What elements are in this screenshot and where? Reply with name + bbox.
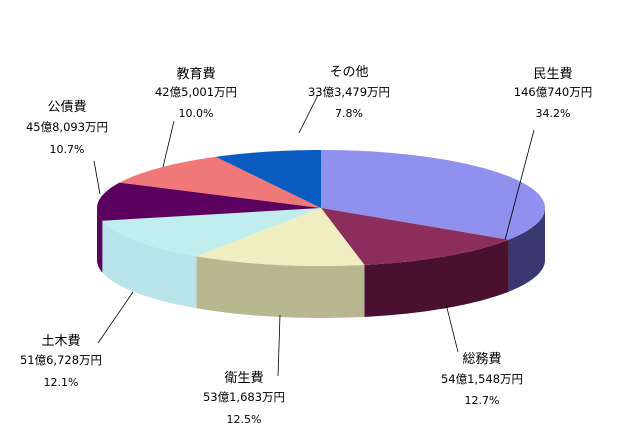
leader-line-minsei <box>504 129 535 241</box>
label-amount-sonota: 33億3,479万円 <box>308 85 390 99</box>
leader-line-eisei <box>277 314 281 377</box>
slice-minsei <box>321 150 545 240</box>
slice-labels: 民生費 146億740万円 34.2% 総務費 54億1,548万円 12.7%… <box>20 65 592 426</box>
label-percent-kyouiku: 10.0% <box>179 107 214 120</box>
slice-kousai <box>97 182 321 221</box>
label-percent-eisei: 12.5% <box>227 413 262 426</box>
label-name-doboku: 土木費 <box>41 334 80 349</box>
slice-sonota <box>215 150 321 208</box>
slice-side-soumu <box>364 239 509 317</box>
leader-line-kyouiku <box>162 120 175 168</box>
label-amount-doboku: 51億6,728万円 <box>20 353 102 367</box>
label-percent-minsei: 34.2% <box>536 107 571 120</box>
label-name-kyouiku: 教育費 <box>176 66 215 82</box>
label-percent-doboku: 12.1% <box>44 376 79 389</box>
slice-side-doboku <box>102 220 197 309</box>
leader-line-doboku <box>97 291 134 344</box>
label-amount-kousai: 45億8,093万円 <box>26 120 108 134</box>
slice-soumu <box>321 208 509 265</box>
label-amount-eisei: 53億1,683万円 <box>203 390 285 404</box>
leader-line-soumu <box>445 303 459 353</box>
slice-kyouiku <box>119 156 321 208</box>
slice-side-eisei <box>196 256 365 318</box>
label-amount-soumu: 54億1,548万円 <box>441 372 523 386</box>
slice-doboku <box>102 208 322 257</box>
slice-side-kousai <box>97 208 103 273</box>
slice-eisei <box>196 208 365 266</box>
leader-lines <box>93 94 535 377</box>
label-amount-kyouiku: 42億5,001万円 <box>155 85 237 99</box>
leader-line-sonota <box>298 94 319 134</box>
label-name-sonota: その他 <box>329 65 368 80</box>
label-percent-soumu: 12.7% <box>465 394 500 407</box>
leader-line-kousai <box>93 160 101 195</box>
label-percent-sonota: 7.8% <box>335 107 363 120</box>
label-amount-minsei: 146億740万円 <box>514 85 592 99</box>
label-name-eisei: 衛生費 <box>224 371 263 386</box>
label-name-kousai: 公債費 <box>47 100 86 115</box>
label-percent-kousai: 10.7% <box>50 143 85 156</box>
pie-slices <box>97 150 545 266</box>
label-name-minsei: 民生費 <box>533 67 572 82</box>
pie-sides <box>97 208 545 318</box>
slice-side-minsei <box>508 208 545 292</box>
label-name-soumu: 総務費 <box>462 352 501 367</box>
